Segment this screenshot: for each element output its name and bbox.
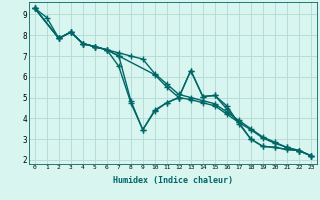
X-axis label: Humidex (Indice chaleur): Humidex (Indice chaleur) xyxy=(113,176,233,185)
